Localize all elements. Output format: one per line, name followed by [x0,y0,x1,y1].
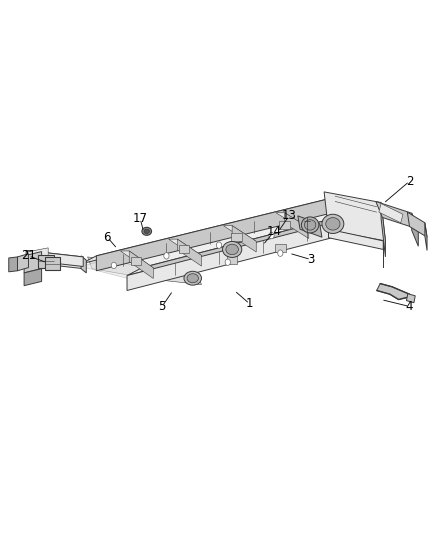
Circle shape [269,232,274,239]
Ellipse shape [184,271,201,285]
Circle shape [216,242,222,248]
Polygon shape [127,216,359,290]
Polygon shape [120,251,153,268]
Polygon shape [38,255,54,268]
Polygon shape [127,208,374,276]
Polygon shape [24,269,42,286]
Ellipse shape [301,217,319,233]
Polygon shape [412,213,418,246]
Polygon shape [129,251,153,278]
Polygon shape [169,239,201,255]
Polygon shape [81,256,86,273]
Polygon shape [26,251,83,266]
Ellipse shape [223,241,242,257]
Circle shape [164,253,169,259]
Ellipse shape [144,229,149,233]
Polygon shape [377,284,410,300]
Ellipse shape [322,214,344,233]
Polygon shape [232,225,256,252]
Text: 13: 13 [282,209,297,222]
Circle shape [225,259,230,265]
Ellipse shape [326,217,340,230]
Polygon shape [96,196,339,271]
Polygon shape [279,221,290,229]
Polygon shape [9,257,18,272]
Polygon shape [88,257,153,279]
Text: 5: 5 [159,300,166,313]
Polygon shape [177,239,201,266]
Polygon shape [276,213,309,228]
Text: 17: 17 [133,212,148,225]
Polygon shape [142,208,374,282]
Polygon shape [26,248,48,265]
Text: 6: 6 [103,231,111,244]
Ellipse shape [226,244,238,255]
Text: 4: 4 [406,300,413,313]
Polygon shape [26,251,83,269]
Polygon shape [275,244,286,252]
Polygon shape [45,257,60,270]
Polygon shape [227,256,237,264]
Polygon shape [379,204,403,223]
Polygon shape [81,196,339,264]
Polygon shape [324,192,385,241]
Polygon shape [223,225,256,241]
Polygon shape [376,201,418,229]
Text: 3: 3 [307,253,314,266]
Polygon shape [81,207,337,278]
Polygon shape [425,223,427,251]
Text: 21: 21 [21,249,36,262]
Text: 2: 2 [406,175,413,188]
Polygon shape [381,203,385,257]
Polygon shape [179,245,189,253]
Ellipse shape [304,220,316,230]
Text: 1: 1 [246,297,254,310]
Polygon shape [131,257,141,265]
Polygon shape [18,254,28,271]
Polygon shape [407,212,427,237]
Polygon shape [149,268,201,285]
Polygon shape [285,213,309,238]
Polygon shape [406,294,415,303]
Circle shape [278,250,283,256]
Polygon shape [24,252,42,273]
Polygon shape [328,229,383,249]
Text: 14: 14 [266,225,281,238]
Ellipse shape [142,227,152,236]
Polygon shape [298,216,322,237]
Polygon shape [231,233,242,241]
Ellipse shape [187,274,198,282]
Circle shape [111,262,117,269]
